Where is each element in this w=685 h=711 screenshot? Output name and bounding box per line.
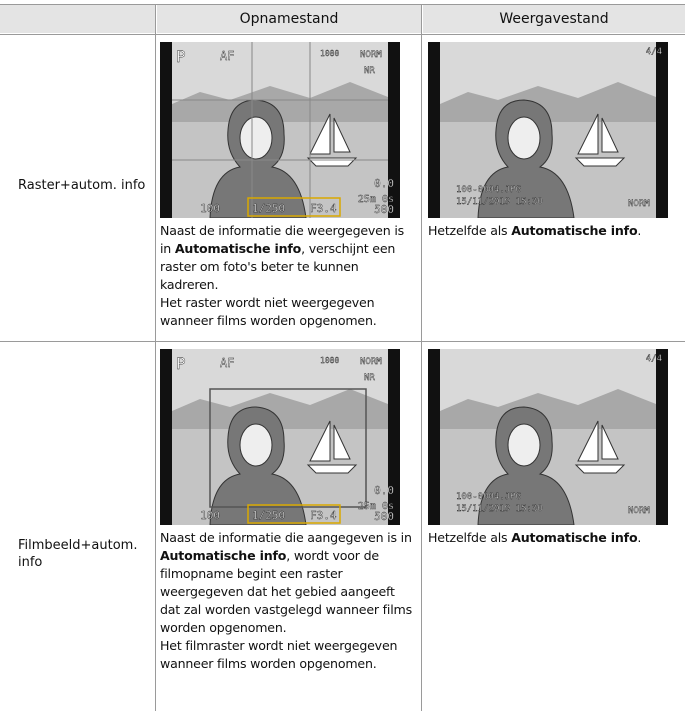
af-bracket xyxy=(247,504,341,524)
playback-screen: 4/4 100-0004.JPG 15/11/2019 15:30 NORM xyxy=(428,349,668,525)
scene-hills xyxy=(172,82,388,122)
rule xyxy=(0,34,685,35)
screen-text: 25m 0s xyxy=(358,501,394,512)
scene-face xyxy=(507,116,541,160)
paragraph: Hetzelfde als Automatische info. xyxy=(428,222,680,240)
paragraph: Het raster wordt niet weergegeven wannee… xyxy=(160,294,416,330)
screen-text: AF xyxy=(220,49,234,63)
paragraph: Hetzelfde als Automatische info. xyxy=(428,529,680,547)
screen-text: NORM xyxy=(360,357,382,367)
screen-text: F3.4 xyxy=(310,509,337,522)
playback-screen: 4/4 100-0004.JPG 15/11/2019 15:30 NORM xyxy=(428,42,668,218)
text: Hetzelfde als xyxy=(428,223,512,238)
screen-text: 500 xyxy=(374,510,394,523)
bold-text: Automatische info xyxy=(160,548,287,563)
playback-text: Hetzelfde als Automatische info. xyxy=(428,222,680,240)
screen-text: 100 xyxy=(200,509,220,522)
screen-text: AF xyxy=(220,356,234,370)
scene-boat xyxy=(306,113,358,167)
screen-text: 1080 xyxy=(320,356,339,365)
screen-text: 1/250 xyxy=(252,202,285,215)
screen-text: NORM xyxy=(628,199,650,209)
screen-text: P xyxy=(176,354,186,373)
text: Hetzelfde als xyxy=(428,530,512,545)
shooting-text: Naast de informatie die weergegeven is i… xyxy=(160,222,416,330)
rule xyxy=(0,4,685,5)
text: . xyxy=(637,223,642,238)
paragraph: Naast de informatie die aangegeven is in… xyxy=(160,529,416,637)
text: Naast de informatie die weergegeven is i… xyxy=(160,223,404,256)
text: . xyxy=(637,530,642,545)
bold-text: Automatische info xyxy=(511,223,638,238)
screen-text: NORM xyxy=(360,50,382,60)
scene-face xyxy=(507,423,541,467)
screen-text: 4/4 xyxy=(646,47,662,57)
shooting-screen: P AF 1080 NORM NR 0.0 25m 0s 100 1/250 F3.4 500 xyxy=(160,349,400,525)
shooting-screen: P AF 1080 NORM NR 0.0 25m 0s 100 1/250 F3.4 500 xyxy=(160,42,400,218)
screen-text: 100-0004.JPG xyxy=(456,185,521,195)
screen-text: 15/11/2019 15:30 xyxy=(456,197,543,207)
bold-text: Automatische info xyxy=(174,241,302,256)
scene-boat xyxy=(574,113,626,167)
screen-text: 25m 0s xyxy=(358,194,394,205)
text: , wordt voor de filmopname begint een ra… xyxy=(160,548,412,635)
screen-text: 0.0 xyxy=(374,484,394,497)
rule xyxy=(421,4,422,711)
rule xyxy=(0,341,685,342)
screen-text: 0.0 xyxy=(374,177,394,190)
playback-text: Hetzelfde als Automatische info. xyxy=(428,529,680,547)
header-cell: Weergavestand xyxy=(423,5,685,33)
screen-text: 100-0004.JPG xyxy=(456,492,521,502)
screen-text: 15/11/2019 15:30 xyxy=(456,504,543,514)
rule xyxy=(155,4,156,711)
text: Het raster wordt niet weergegeven wannee… xyxy=(160,295,377,328)
scene-hills xyxy=(440,82,656,122)
movie-frame xyxy=(209,388,367,508)
header-blank xyxy=(0,5,155,33)
text: Het filmraster wordt niet weergegeven wa… xyxy=(160,638,398,671)
paragraph: Naast de informatie die weergegeven is i… xyxy=(160,222,416,294)
screen-text: 1080 xyxy=(320,49,339,58)
scene-hills xyxy=(172,389,388,429)
screen-text: NORM xyxy=(628,506,650,516)
paragraph: Het filmraster wordt niet weergegeven wa… xyxy=(160,637,416,673)
row-label: Filmbeeld+autom. info xyxy=(18,538,138,570)
scene-boat xyxy=(306,420,358,474)
screen-text: NR xyxy=(364,66,375,76)
screen-text: 500 xyxy=(374,203,394,216)
screen-text: NR xyxy=(364,373,375,383)
header-cell: Opnamestand xyxy=(157,5,421,33)
screen-text: F3.4 xyxy=(310,202,337,215)
screen-text: 4/4 xyxy=(646,354,662,364)
text: , verschijnt een raster om foto's beter … xyxy=(160,241,396,292)
scene-boat xyxy=(574,420,626,474)
scene-hills xyxy=(440,389,656,429)
bold-text: Automatische info xyxy=(511,530,638,545)
row-label: Raster+autom. info xyxy=(18,178,146,193)
shooting-text: Naast de informatie die aangegeven is in… xyxy=(160,529,416,673)
af-bracket xyxy=(247,197,341,217)
screen-text: 1/250 xyxy=(252,509,285,522)
scene-face xyxy=(239,423,273,467)
screen-text: P xyxy=(176,47,186,66)
text: Naast de informatie die aangegeven is in xyxy=(160,530,412,545)
scene-face xyxy=(239,116,273,160)
screen-text: 100 xyxy=(200,202,220,215)
